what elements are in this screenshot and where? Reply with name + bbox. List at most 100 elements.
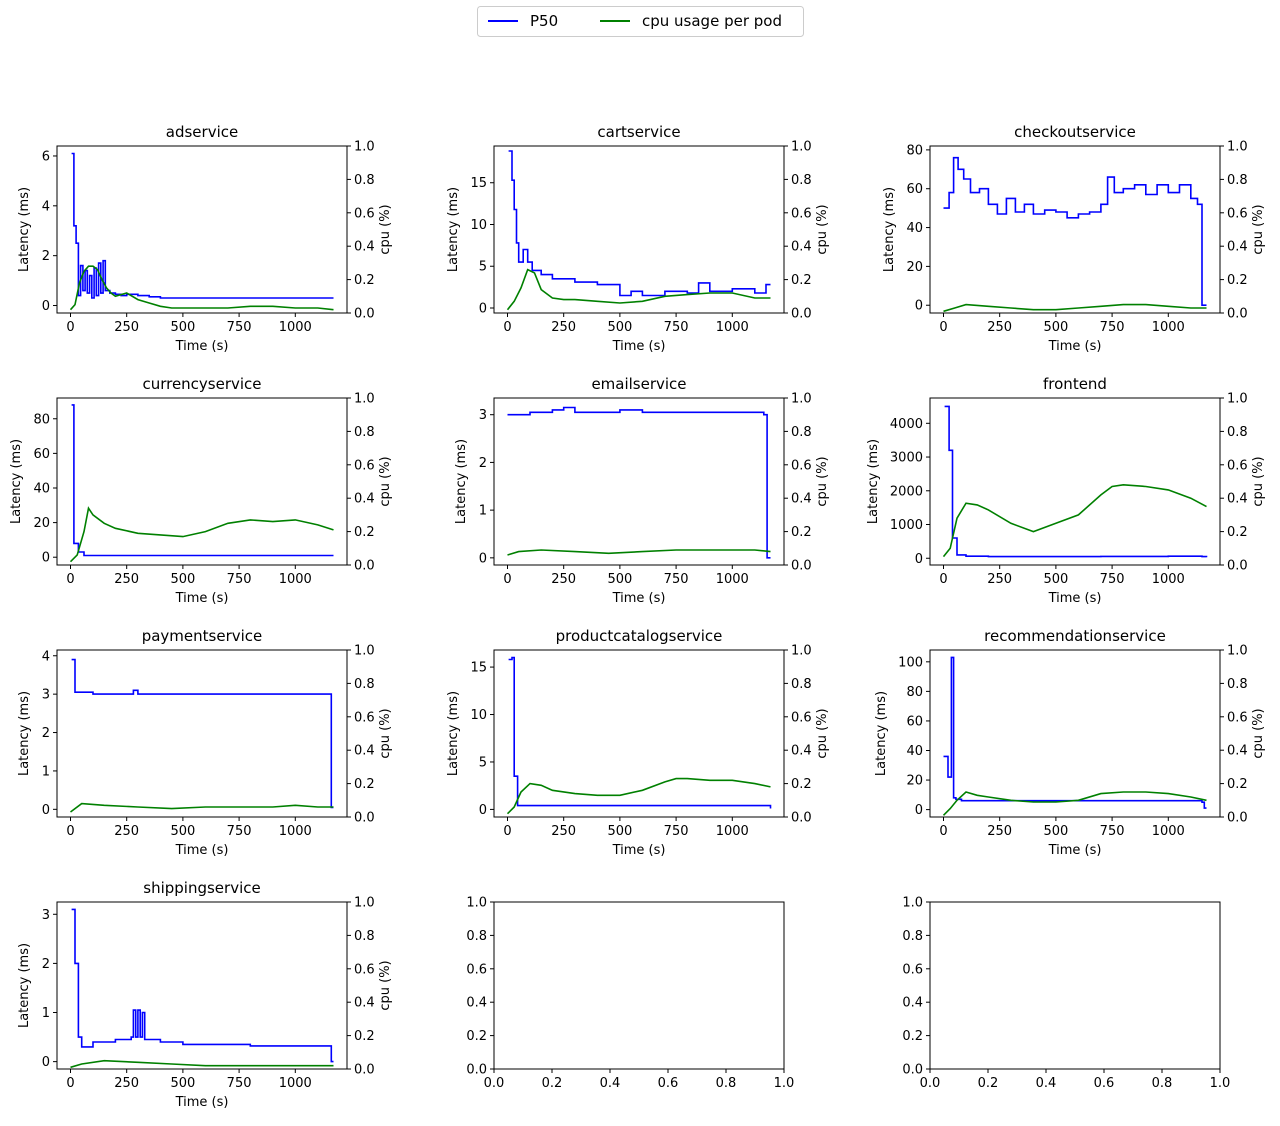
y2-tick-label: 0.4 [791, 492, 812, 507]
x-tick-label: 750 [664, 824, 689, 839]
x-tick-label: 0 [939, 572, 947, 587]
legend-frame [477, 6, 804, 37]
x-axis-label: Time (s) [612, 591, 666, 606]
y-tick-label: 2 [42, 957, 50, 972]
x-tick-label: 500 [170, 1076, 195, 1091]
y2-tick-label: 0.2 [354, 525, 375, 540]
axes-frame [493, 145, 785, 314]
axes-frame [56, 397, 348, 566]
x-axis-label: Time (s) [175, 339, 229, 354]
x-tick-label: 500 [170, 824, 195, 839]
y2-tick-label: 1.0 [1227, 140, 1248, 155]
y-tick-label: 0 [479, 803, 487, 818]
y2-tick-label: 0.8 [1227, 425, 1248, 440]
subplot-5: emailservice 0 250 500 750 1000 0 1 2 3 0.0 0.2 0.4 0… [454, 375, 830, 606]
x-tick-label: 250 [987, 320, 1012, 335]
y2-tick-label: 0.6 [354, 962, 375, 977]
x-axis-label: Time (s) [175, 591, 229, 606]
y-axis-label: Latency (ms) [446, 187, 461, 272]
y2-tick-label: 0.6 [791, 710, 812, 725]
y2-tick-label: 0.2 [1227, 777, 1248, 792]
y2-tick-label: 0.6 [354, 458, 375, 473]
cpu-series-line [506, 268, 771, 311]
subplot-3: checkoutservice 0 250 500 750 1000 0 20 40 60 80 0.… [882, 123, 1266, 354]
x-tick-label: 500 [170, 320, 195, 335]
axes-frame [493, 649, 785, 818]
x-tick-label: 750 [227, 572, 252, 587]
cpu-series-line [69, 265, 334, 311]
y2-tick-label: 1.0 [354, 392, 375, 407]
x-tick-label: 500 [1043, 320, 1068, 335]
x-tick-label: 500 [607, 320, 632, 335]
cpu-series-line [942, 791, 1207, 816]
cpu-series-line [507, 549, 771, 556]
y2-tick-label: 0.2 [354, 777, 375, 792]
x-tick-label: 0.2 [978, 1076, 999, 1091]
y-axis-label: Latency (ms) [454, 439, 469, 524]
cpu-series-line [506, 777, 771, 815]
x-tick-label: 0.2 [542, 1076, 563, 1091]
y2-tick-label: 1.0 [791, 140, 812, 155]
y2-tick-label: 0.8 [791, 425, 812, 440]
y2-axis-label: cpu (%) [1251, 708, 1266, 758]
x-tick-label: 250 [551, 824, 576, 839]
y2-tick-label: 0.4 [354, 240, 375, 255]
y-tick-label: 0.6 [466, 962, 487, 977]
y-axis-label: Latency (ms) [874, 691, 889, 776]
y2-tick-label: 0.2 [354, 273, 375, 288]
x-tick-label: 0.0 [920, 1076, 941, 1091]
x-axis-label: Time (s) [175, 1095, 229, 1110]
y-axis-label: Latency (ms) [17, 691, 32, 776]
subplot-title: currencyservice [142, 375, 261, 393]
x-tick-label: 1000 [279, 824, 312, 839]
p50-series-line [71, 908, 334, 1063]
y2-axis-label: cpu (%) [378, 204, 393, 254]
p50-series-line [944, 405, 1208, 558]
x-tick-label: 750 [227, 824, 252, 839]
y-axis-label: Latency (ms) [866, 439, 881, 524]
y2-tick-label: 1.0 [791, 392, 812, 407]
y-tick-label: 100 [898, 655, 923, 670]
subplot-title: adservice [166, 123, 238, 141]
x-tick-label: 750 [664, 320, 689, 335]
y2-tick-label: 0.4 [1227, 492, 1248, 507]
x-tick-label: 500 [1043, 824, 1068, 839]
x-tick-label: 0.8 [1152, 1076, 1173, 1091]
y-tick-label: 0 [915, 299, 923, 314]
y-tick-label: 0.0 [902, 1063, 923, 1078]
subplot-11: 0.0 0.2 0.4 0.6 0.8 1.0 0.0 0.2 0.4 0.6 0.8 1.0 [466, 896, 794, 1092]
y-tick-label: 10 [470, 708, 487, 723]
y2-tick-label: 1.0 [1227, 644, 1248, 659]
y-tick-label: 0.8 [902, 929, 923, 944]
y2-tick-label: 0.8 [354, 425, 375, 440]
y-tick-label: 40 [33, 481, 50, 496]
x-tick-label: 0.4 [1036, 1076, 1057, 1091]
y2-tick-label: 0.0 [1227, 559, 1248, 574]
subplot-2: cartservice 0 250 500 750 1000 0 5 10 15 0.0 0.2 0.4… [446, 123, 830, 354]
subplot-12: 0.0 0.2 0.4 0.6 0.8 1.0 0.0 0.2 0.4 0.6 0.8 1.0 [902, 896, 1230, 1092]
y-tick-label: 0 [915, 803, 923, 818]
legend-label-2: cpu usage per pod [642, 12, 782, 30]
y-tick-label: 40 [906, 221, 923, 236]
x-tick-label: 0 [939, 824, 947, 839]
x-tick-label: 1.0 [774, 1076, 795, 1091]
y-tick-label: 0 [42, 803, 50, 818]
y2-tick-label: 0.4 [354, 996, 375, 1011]
x-tick-label: 1000 [1152, 320, 1185, 335]
p50-series-line [71, 658, 334, 809]
y-tick-label: 0.4 [902, 996, 923, 1011]
x-tick-label: 250 [987, 824, 1012, 839]
x-tick-label: 0.4 [600, 1076, 621, 1091]
x-tick-label: 750 [1100, 320, 1125, 335]
x-tick-label: 0 [66, 320, 74, 335]
p50-series-line [943, 656, 1207, 809]
y2-tick-label: 1.0 [354, 896, 375, 911]
x-tick-label: 1000 [716, 824, 749, 839]
axes-frame [929, 901, 1221, 1070]
cpu-series-line [69, 506, 334, 563]
x-tick-label: 1000 [279, 1076, 312, 1091]
y2-tick-label: 0.8 [1227, 173, 1248, 188]
subplot-title: recommendationservice [984, 627, 1166, 645]
